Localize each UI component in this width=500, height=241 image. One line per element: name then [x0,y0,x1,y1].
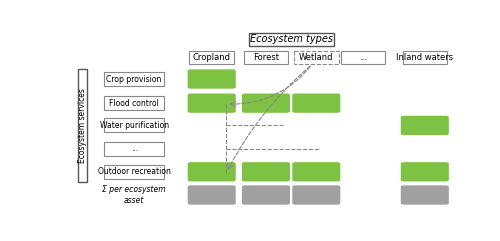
FancyBboxPatch shape [242,185,290,205]
FancyBboxPatch shape [292,162,341,181]
FancyBboxPatch shape [401,116,449,135]
Text: Cropland: Cropland [192,53,230,62]
Text: Inland waters: Inland waters [396,53,454,62]
Bar [294,51,339,64]
FancyBboxPatch shape [242,162,290,181]
Text: Forest: Forest [253,53,279,62]
Text: Outdoor recreation: Outdoor recreation [98,167,170,176]
FancyBboxPatch shape [188,162,236,181]
Bar [244,51,288,64]
FancyBboxPatch shape [292,185,341,205]
Bar [248,33,334,46]
FancyBboxPatch shape [292,94,341,113]
Bar [104,96,164,110]
Bar [190,51,234,64]
Text: Wetland: Wetland [299,53,334,62]
Bar [104,165,164,179]
Bar [78,69,88,182]
Bar [402,51,447,64]
Text: Ecosystem types: Ecosystem types [250,34,332,44]
Text: ...: ... [130,144,138,153]
FancyBboxPatch shape [401,162,449,181]
FancyBboxPatch shape [188,185,236,205]
FancyBboxPatch shape [242,94,290,113]
Text: Ecosystem services: Ecosystem services [78,88,87,163]
Text: ...: ... [359,53,367,62]
Text: Water purification: Water purification [100,121,169,130]
Text: Crop provision: Crop provision [106,74,162,84]
Bar [104,119,164,132]
Bar [104,72,164,86]
Bar [340,51,385,64]
Text: Flood control: Flood control [109,99,159,108]
Bar [104,142,164,156]
Text: Σ per ecosystem
asset: Σ per ecosystem asset [102,185,166,205]
FancyBboxPatch shape [188,94,236,113]
FancyBboxPatch shape [188,69,236,89]
FancyBboxPatch shape [401,185,449,205]
